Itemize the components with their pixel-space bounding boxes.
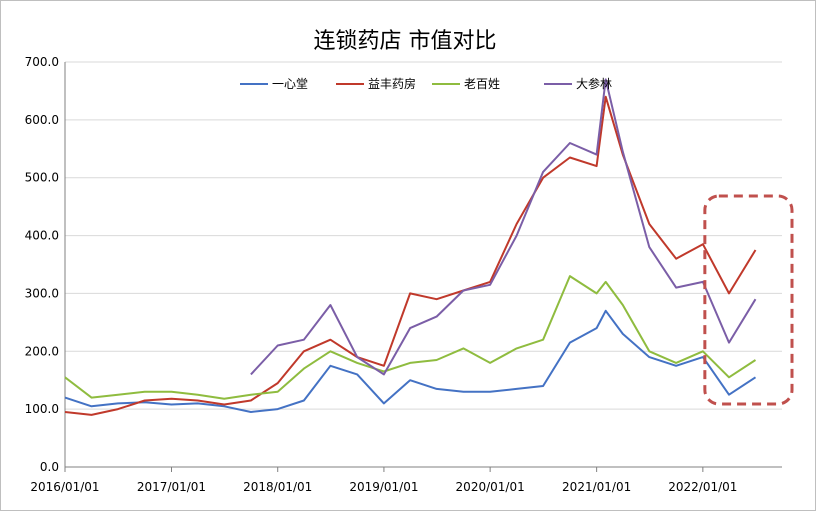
y-tick-label: 600.0	[25, 113, 59, 127]
x-tick-label: 2019/01/01	[349, 480, 418, 494]
legend-label-4: 大参林	[576, 76, 612, 91]
y-tick-label: 400.0	[25, 229, 59, 243]
y-tick-labels: 0.0 100.0 200.0 300.0 400.0 500.0 600.0 700.0	[25, 55, 59, 474]
y-tick-label: 700.0	[25, 55, 59, 69]
highlight-box	[703, 194, 794, 406]
grid	[65, 61, 782, 410]
legend-label-2: 益丰药房	[368, 76, 416, 91]
y-tick-label: 0.0	[40, 460, 59, 474]
axes	[64, 62, 782, 472]
x-tick-label: 2021/01/01	[562, 480, 631, 494]
x-tick-label: 2017/01/01	[137, 480, 206, 494]
y-tick-label: 200.0	[25, 344, 59, 358]
series-line-3	[64, 275, 757, 400]
x-tick-label: 2020/01/01	[456, 480, 525, 494]
series-line-2	[64, 95, 757, 416]
legend: 一心堂 益丰药房 老百姓 大参林	[240, 76, 612, 91]
series-line-4	[250, 78, 757, 376]
series-line-1	[64, 309, 757, 413]
y-tick-label: 300.0	[25, 286, 59, 300]
x-tick-label: 2016/01/01	[30, 480, 99, 494]
legend-label-1: 一心堂	[272, 77, 308, 91]
x-tick-label: 2022/01/01	[668, 480, 737, 494]
x-tick-labels: 2016/01/01 2017/01/01 2018/01/01 2019/01/01…	[30, 480, 737, 494]
y-tick-label: 100.0	[25, 402, 59, 416]
chart-title: 连锁药店 市值对比	[314, 29, 497, 54]
series-lines	[64, 78, 757, 416]
x-tick-label: 2018/01/01	[243, 480, 312, 494]
y-tick-label: 500.0	[25, 171, 59, 185]
legend-label-3: 老百姓	[464, 77, 500, 91]
